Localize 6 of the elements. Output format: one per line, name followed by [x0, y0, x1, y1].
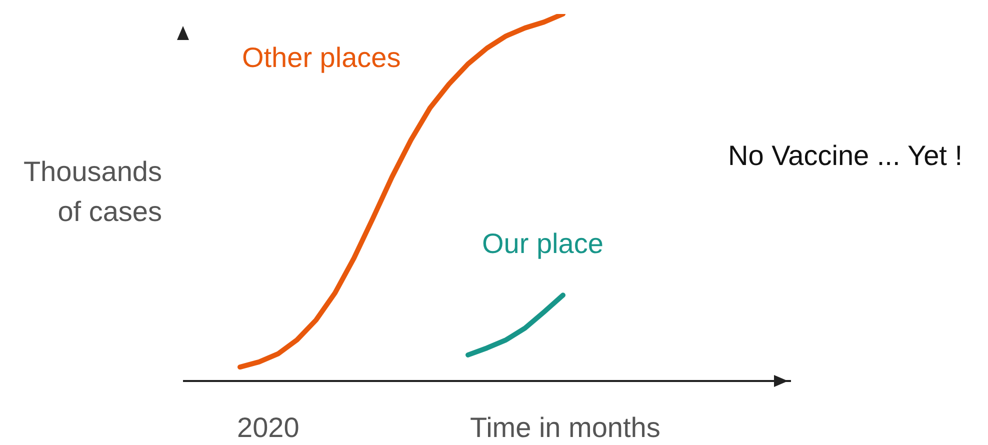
- x-axis-title: Time in months: [470, 412, 660, 444]
- text: 2020: [237, 412, 300, 444]
- series-label: Other places: [242, 42, 401, 74]
- y-axis-title: Thousands of cases: [22, 155, 162, 229]
- annotation: No Vaccine ... Yet !: [728, 140, 963, 172]
- series-label: Our place: [482, 228, 604, 260]
